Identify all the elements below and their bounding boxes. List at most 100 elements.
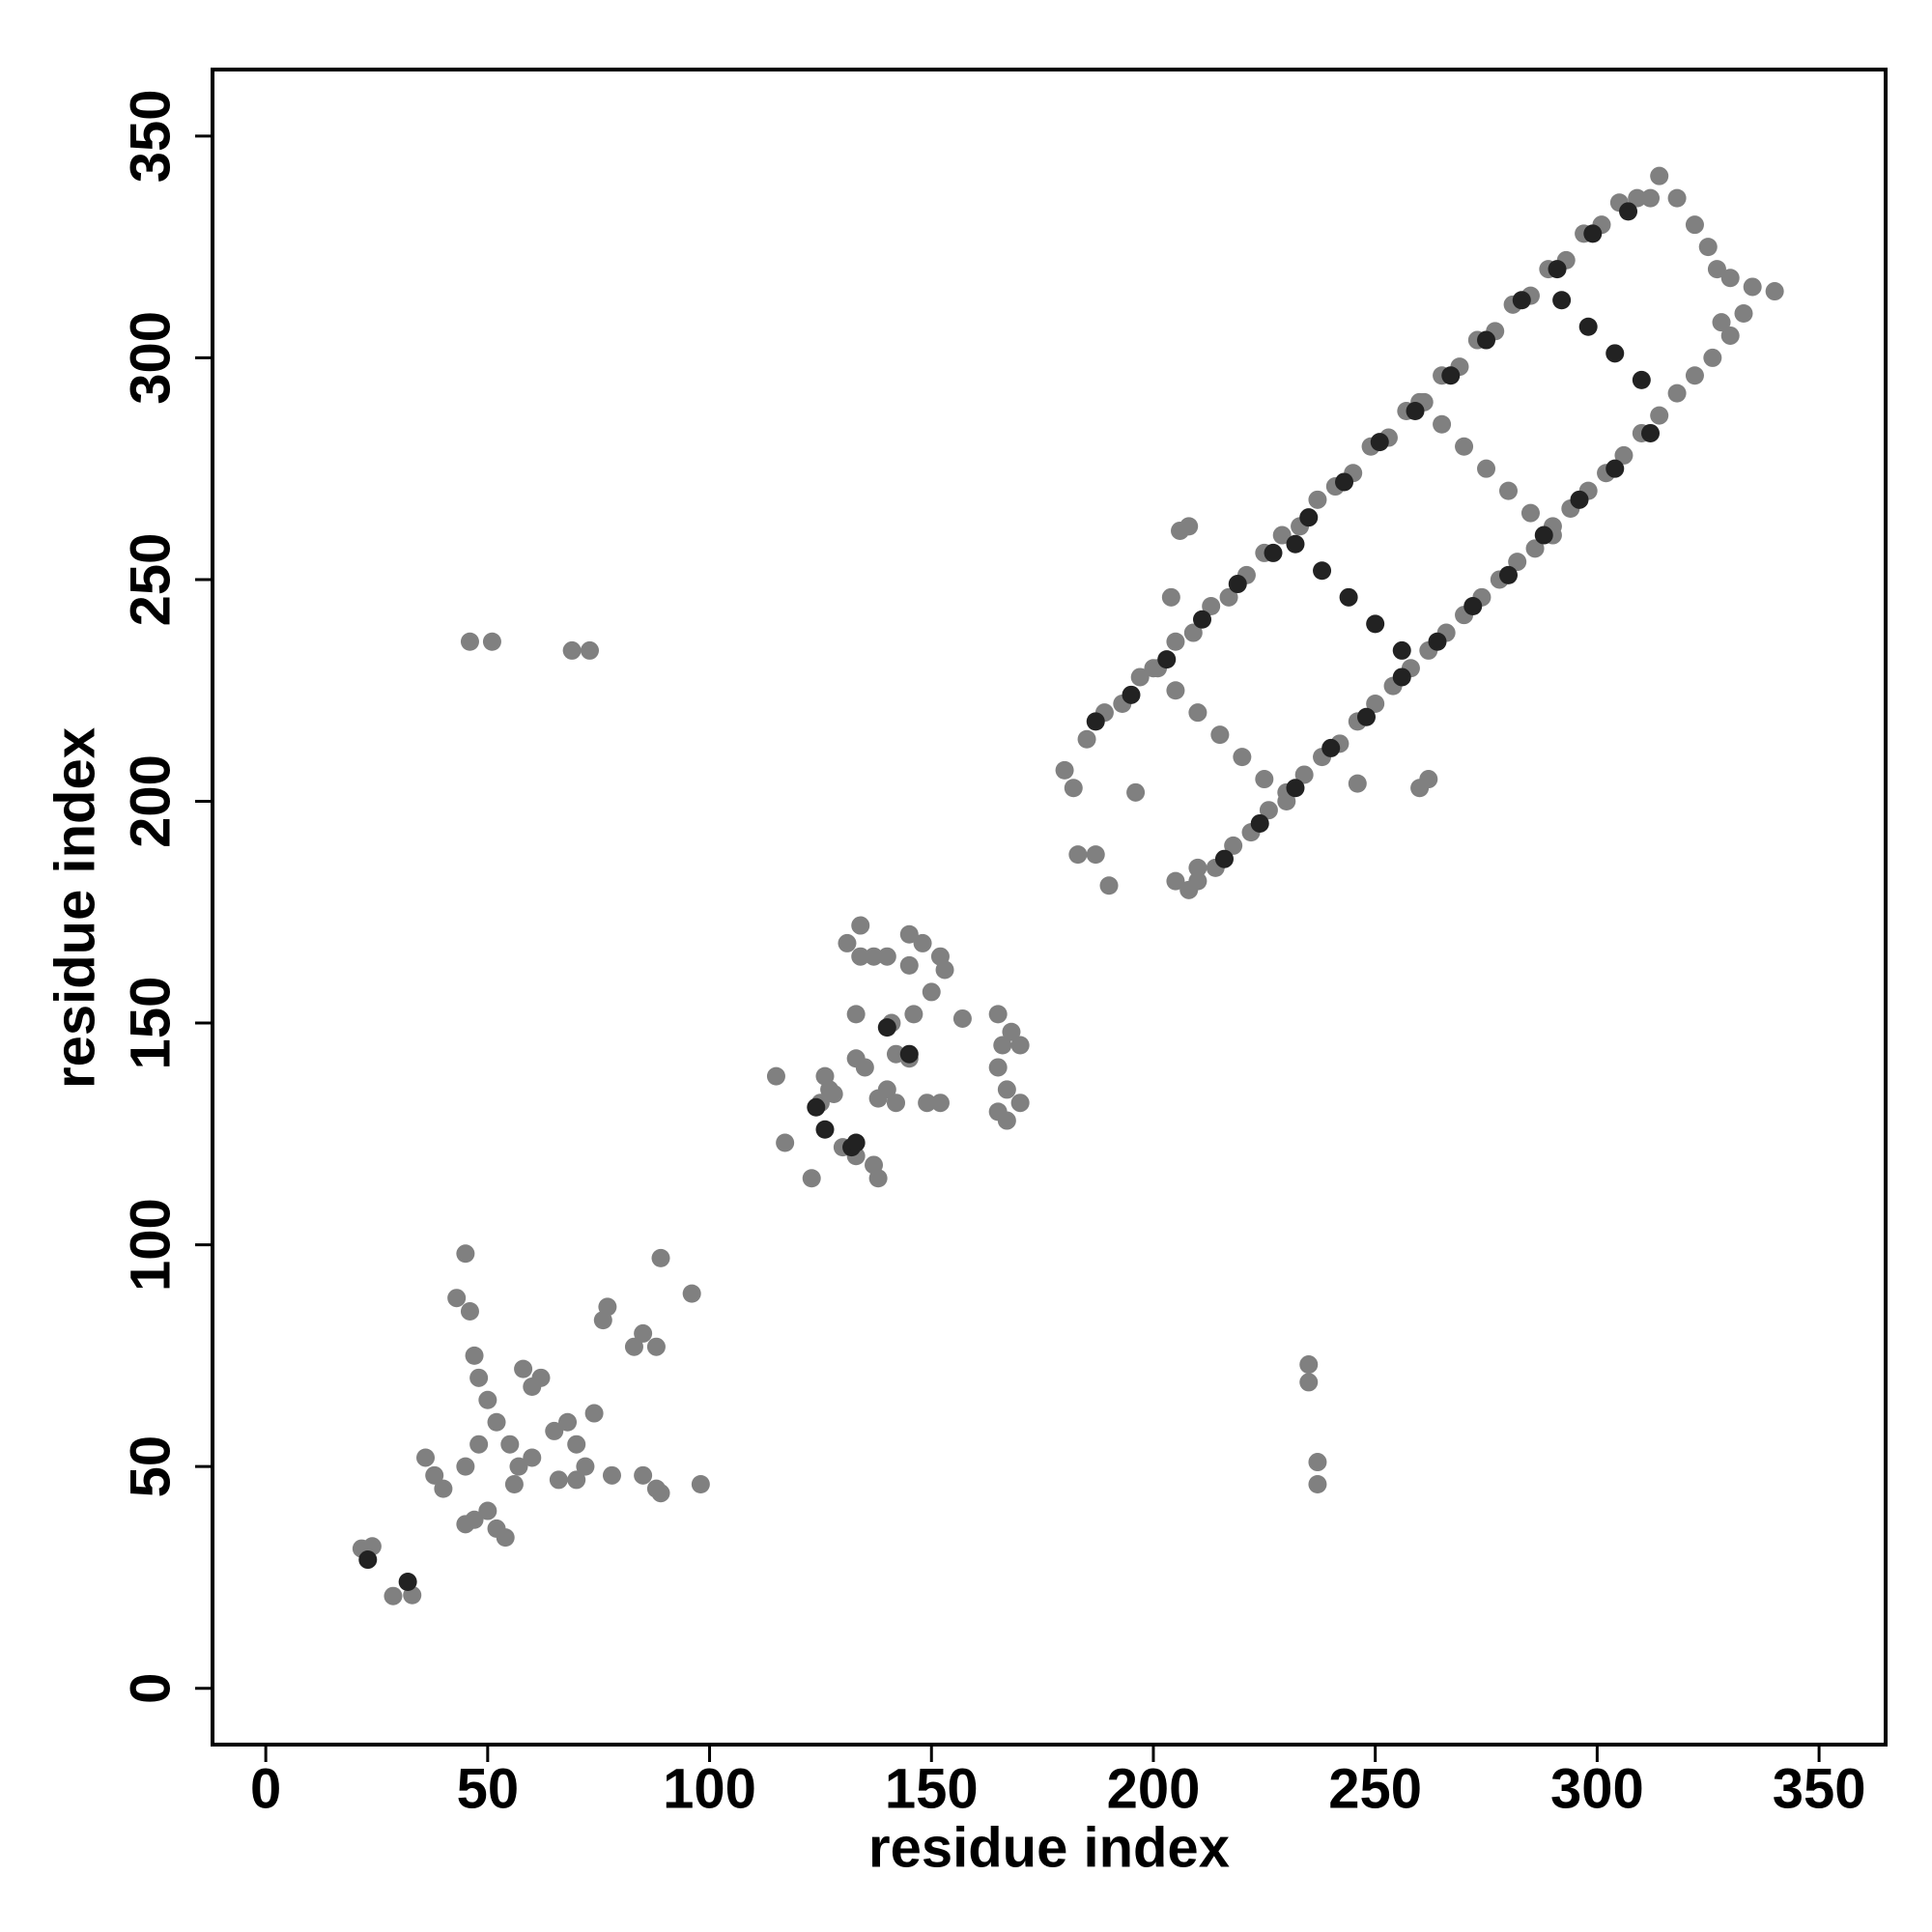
point: [1477, 459, 1496, 478]
point: [1099, 876, 1119, 895]
point: [1650, 406, 1669, 425]
point: [434, 1479, 453, 1498]
point: [1356, 707, 1376, 726]
point: [1428, 632, 1447, 651]
point: [868, 1089, 888, 1108]
point: [899, 1044, 919, 1064]
point: [1202, 597, 1221, 616]
point: [1508, 553, 1527, 572]
point: [545, 1421, 564, 1440]
point: [1614, 445, 1634, 465]
point: [651, 1484, 670, 1503]
point: [913, 933, 932, 952]
point: [1077, 729, 1096, 749]
point: [1250, 813, 1269, 833]
point: [997, 1080, 1016, 1099]
point: [634, 1323, 653, 1343]
x-tick-label: 300: [1550, 1757, 1644, 1820]
point: [899, 924, 919, 944]
point: [855, 1058, 874, 1077]
y-tick-label: 350: [119, 89, 182, 183]
y-tick-label: 100: [119, 1198, 182, 1292]
point: [838, 933, 857, 952]
point: [1166, 871, 1185, 891]
point: [997, 1111, 1016, 1130]
point: [1299, 1355, 1319, 1375]
point: [988, 1005, 1008, 1024]
point: [1122, 685, 1141, 704]
y-tick-label: 150: [119, 977, 182, 1070]
point: [815, 1066, 835, 1086]
point: [384, 1586, 403, 1605]
point: [1685, 215, 1704, 235]
point: [1308, 1475, 1327, 1494]
point: [1570, 490, 1589, 509]
point: [1498, 565, 1518, 584]
point: [1188, 871, 1208, 891]
point: [1259, 801, 1278, 820]
point: [567, 1470, 586, 1490]
point: [482, 632, 501, 651]
point: [425, 1465, 444, 1485]
point: [1308, 1453, 1327, 1472]
point: [634, 1465, 653, 1485]
point: [598, 1297, 617, 1317]
point: [922, 982, 941, 1002]
point: [1214, 849, 1234, 868]
point: [1192, 610, 1211, 629]
x-tick-label: 50: [457, 1757, 520, 1820]
point: [846, 1005, 866, 1024]
point: [1161, 587, 1180, 607]
point: [1010, 1094, 1030, 1113]
point: [1743, 277, 1762, 297]
point: [1534, 526, 1553, 545]
point: [1406, 402, 1425, 421]
point: [1188, 858, 1208, 877]
point: [1765, 282, 1784, 301]
point: [1010, 1036, 1030, 1055]
point: [904, 1005, 923, 1024]
point: [465, 1346, 484, 1365]
point: [935, 960, 954, 980]
x-tick-label: 250: [1328, 1757, 1422, 1820]
plot-frame: [211, 68, 1888, 1747]
point: [1477, 330, 1496, 350]
point: [602, 1465, 621, 1485]
point: [1126, 782, 1146, 802]
point: [456, 1244, 475, 1264]
x-tick-label: 150: [885, 1757, 979, 1820]
point: [682, 1284, 701, 1303]
point: [1641, 423, 1661, 442]
point: [1410, 779, 1430, 798]
point: [1224, 836, 1243, 855]
point: [509, 1457, 528, 1476]
point: [1734, 304, 1753, 324]
point: [1277, 792, 1296, 811]
y-tick-label: 300: [119, 311, 182, 405]
point: [1512, 291, 1531, 310]
point: [1605, 459, 1625, 478]
point: [460, 632, 479, 651]
point: [802, 1169, 821, 1188]
point: [1264, 543, 1283, 562]
point: [1210, 725, 1230, 745]
point: [1166, 681, 1185, 700]
point: [1233, 748, 1252, 767]
point: [1348, 774, 1367, 793]
point: [1144, 659, 1163, 678]
point: [1086, 712, 1105, 731]
point: [1086, 845, 1105, 865]
point: [887, 1094, 906, 1113]
point: [1720, 326, 1740, 345]
point: [447, 1289, 467, 1308]
point: [646, 1337, 666, 1356]
point: [504, 1475, 524, 1494]
point: [899, 955, 919, 975]
point: [1720, 269, 1740, 288]
point: [815, 1120, 835, 1139]
point: [500, 1435, 520, 1454]
point: [567, 1435, 586, 1454]
point: [1219, 587, 1238, 607]
point: [558, 1412, 578, 1432]
point: [1166, 632, 1185, 651]
